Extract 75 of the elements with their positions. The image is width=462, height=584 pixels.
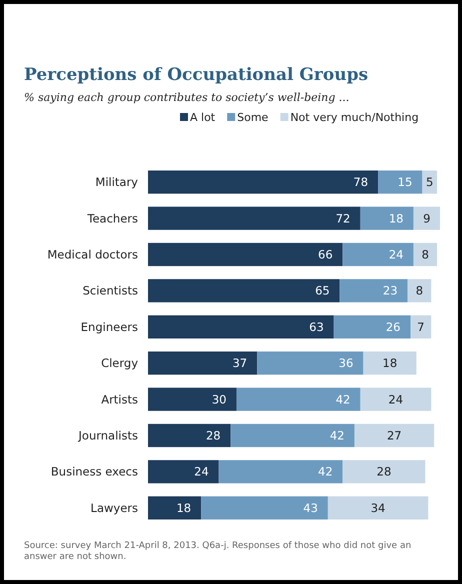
y-tick-label: Business execs bbox=[50, 464, 138, 479]
bar bbox=[148, 206, 360, 230]
bar bbox=[413, 206, 440, 230]
data-label: 42 bbox=[330, 428, 344, 442]
data-label: 36 bbox=[338, 356, 354, 370]
data-label: 24 bbox=[194, 464, 209, 479]
data-label: 42 bbox=[336, 392, 350, 406]
bar bbox=[236, 388, 360, 411]
bar bbox=[148, 279, 340, 302]
bar bbox=[354, 424, 434, 448]
legend-label: Not very much/Nothing bbox=[290, 111, 419, 124]
y-tick-label: Scientists bbox=[82, 284, 138, 298]
data-label: 27 bbox=[386, 428, 402, 442]
bar bbox=[363, 352, 416, 375]
data-label: 24 bbox=[388, 392, 404, 406]
y-tick-label: Teachers bbox=[86, 211, 138, 226]
bar bbox=[257, 352, 364, 375]
y-tick-label: Journalists bbox=[78, 428, 138, 442]
bar bbox=[334, 315, 411, 338]
bar bbox=[148, 496, 202, 520]
data-label: 24 bbox=[388, 248, 404, 262]
data-label: 23 bbox=[382, 284, 398, 298]
bar bbox=[328, 496, 428, 520]
data-label: 28 bbox=[376, 464, 392, 479]
data-label: 42 bbox=[318, 464, 333, 479]
data-label: 5 bbox=[426, 175, 434, 190]
data-label: 28 bbox=[206, 428, 221, 442]
data-label: 63 bbox=[309, 320, 324, 334]
bar bbox=[342, 460, 426, 484]
legend-label: A lot bbox=[190, 111, 216, 124]
data-label: 78 bbox=[353, 175, 368, 190]
data-label: 15 bbox=[398, 175, 412, 190]
data-label: 43 bbox=[303, 500, 318, 515]
data-label: 18 bbox=[388, 211, 404, 226]
bar bbox=[148, 388, 236, 411]
data-label: 30 bbox=[212, 392, 226, 406]
data-label: 34 bbox=[370, 500, 386, 515]
data-label: 8 bbox=[422, 248, 429, 262]
y-tick-label: Lawyers bbox=[90, 500, 138, 515]
legend-label: Some bbox=[237, 111, 269, 124]
data-label: 72 bbox=[336, 211, 350, 226]
source-note: Source: survey March 21-April 8, 2013. Q6a-j. Responses of those who did not give an answer are not shown. bbox=[24, 541, 412, 562]
bar bbox=[342, 242, 414, 266]
data-label: 65 bbox=[315, 284, 330, 298]
bar bbox=[410, 315, 432, 338]
y-tick-label: Clergy bbox=[101, 356, 138, 370]
bar bbox=[408, 279, 432, 302]
data-label: 26 bbox=[386, 320, 401, 334]
bar bbox=[340, 279, 408, 302]
bar bbox=[148, 460, 219, 484]
bar bbox=[360, 388, 432, 411]
bar bbox=[148, 170, 378, 194]
bar bbox=[218, 460, 343, 484]
y-tick-label: Engineers bbox=[80, 320, 138, 334]
data-label: 18 bbox=[176, 500, 192, 515]
data-label: 37 bbox=[232, 356, 248, 370]
bar bbox=[148, 352, 258, 375]
bar bbox=[230, 424, 354, 448]
bar bbox=[360, 206, 414, 230]
bar bbox=[413, 242, 438, 266]
data-label: 8 bbox=[416, 284, 424, 298]
bar bbox=[201, 496, 328, 520]
y-tick-label: Military bbox=[95, 175, 138, 190]
bar bbox=[378, 170, 422, 194]
data-label: 7 bbox=[417, 320, 424, 334]
data-label: 66 bbox=[318, 248, 333, 262]
chart-title: Perceptions of Occupational Groups bbox=[24, 65, 368, 85]
y-tick-label: Medical doctors bbox=[47, 248, 138, 262]
bar bbox=[148, 424, 231, 448]
chart-subtitle: % saying each group contributes to society’s well-being ... bbox=[24, 91, 350, 104]
bar bbox=[148, 315, 334, 338]
bar bbox=[148, 242, 343, 266]
y-tick-label: Artists bbox=[101, 392, 138, 406]
data-label: 18 bbox=[382, 356, 398, 370]
data-label: 9 bbox=[423, 211, 430, 226]
